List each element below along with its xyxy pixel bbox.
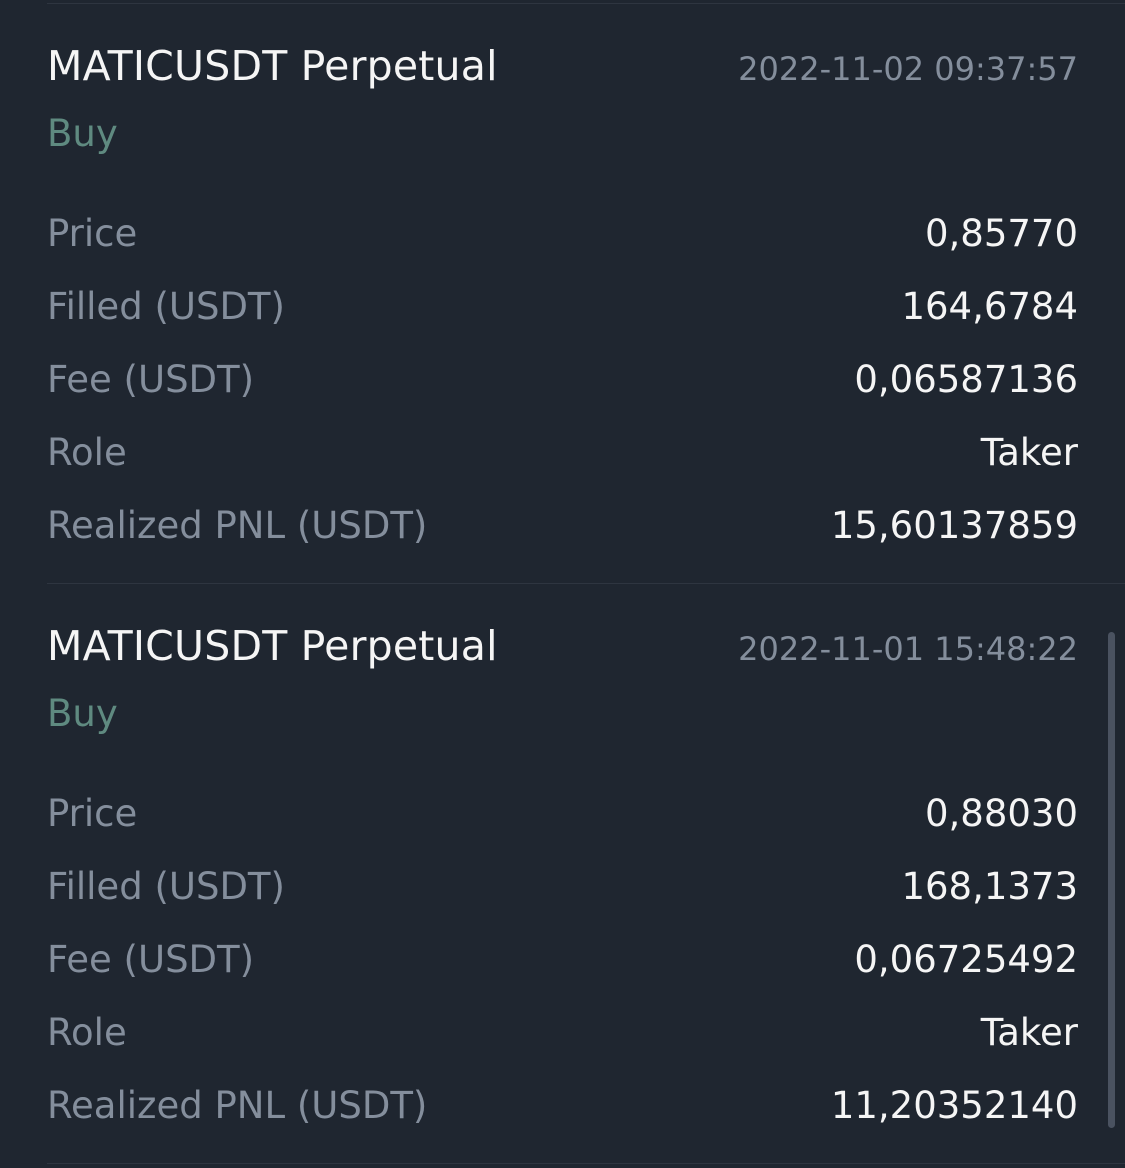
detail-value: 0,88030 — [924, 792, 1078, 835]
detail-row-fee: Fee (USDT) 0,06725492 — [47, 934, 1078, 1007]
trade-side: Buy — [47, 692, 118, 735]
detail-row-price: Price 0,85770 — [47, 208, 1078, 281]
detail-value: 0,06725492 — [854, 938, 1078, 981]
detail-value: Taker — [980, 1011, 1078, 1054]
detail-label: Price — [47, 212, 138, 255]
trade-side: Buy — [47, 112, 118, 155]
trade-card[interactable]: MATICUSDT Perpetual 2022-11-01 15:48:22 … — [0, 584, 1125, 1164]
top-divider — [47, 3, 1125, 4]
detail-value: 168,1373 — [901, 865, 1078, 908]
detail-label: Price — [47, 792, 138, 835]
detail-row-price: Price 0,88030 — [47, 788, 1078, 861]
detail-row-realized-pnl: Realized PNL (USDT) 15,60137859 — [47, 500, 1078, 573]
detail-row-fee: Fee (USDT) 0,06587136 — [47, 354, 1078, 427]
card-divider — [47, 1163, 1125, 1164]
trade-details: Price 0,85770 Filled (USDT) 164,6784 Fee… — [47, 208, 1078, 573]
detail-label: Role — [47, 431, 127, 474]
detail-row-role: Role Taker — [47, 427, 1078, 500]
detail-label: Fee (USDT) — [47, 358, 255, 401]
detail-row-filled: Filled (USDT) 164,6784 — [47, 281, 1078, 354]
detail-label: Realized PNL (USDT) — [47, 1084, 428, 1127]
detail-label: Fee (USDT) — [47, 938, 255, 981]
detail-value: Taker — [980, 431, 1078, 474]
detail-label: Role — [47, 1011, 127, 1054]
trade-datetime: 2022-11-02 09:37:57 — [738, 50, 1078, 88]
detail-label: Filled (USDT) — [47, 865, 285, 908]
scrollbar[interactable] — [1108, 632, 1115, 1128]
trade-datetime: 2022-11-01 15:48:22 — [738, 630, 1078, 668]
detail-row-filled: Filled (USDT) 168,1373 — [47, 861, 1078, 934]
detail-value: 164,6784 — [901, 285, 1078, 328]
trade-symbol: MATICUSDT Perpetual — [47, 42, 498, 90]
trade-details: Price 0,88030 Filled (USDT) 168,1373 Fee… — [47, 788, 1078, 1153]
detail-value: 0,06587136 — [854, 358, 1078, 401]
detail-label: Filled (USDT) — [47, 285, 285, 328]
detail-label: Realized PNL (USDT) — [47, 504, 428, 547]
detail-row-role: Role Taker — [47, 1007, 1078, 1080]
trade-symbol: MATICUSDT Perpetual — [47, 622, 498, 670]
detail-row-realized-pnl: Realized PNL (USDT) 11,20352140 — [47, 1080, 1078, 1153]
detail-value: 15,60137859 — [830, 504, 1078, 547]
card-divider — [47, 583, 1125, 584]
trade-card[interactable]: MATICUSDT Perpetual 2022-11-02 09:37:57 … — [0, 4, 1125, 584]
detail-value: 0,85770 — [924, 212, 1078, 255]
detail-value: 11,20352140 — [830, 1084, 1078, 1127]
